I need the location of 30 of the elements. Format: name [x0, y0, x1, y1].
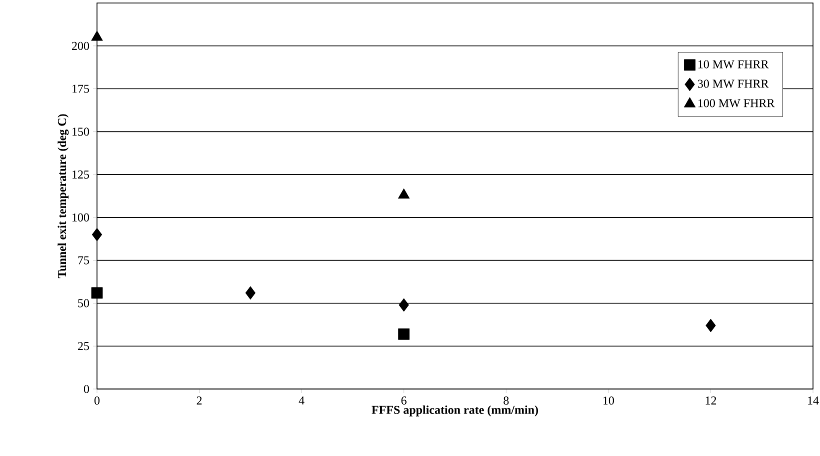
x-tick-label: 4 [298, 396, 304, 404]
x-tick-label: 0 [94, 396, 100, 405]
x-tick-label: 12 [706, 396, 716, 404]
y-tick-label: 175 [72, 84, 90, 93]
y-tick-label: 100 [72, 213, 90, 222]
legend-label: 30 MW FHRR [698, 80, 769, 88]
y-axis-title: Tunnel exit temperature (deg C) [58, 114, 69, 278]
legend-label: 100 MW FHRR [698, 99, 775, 108]
x-tick-label: 6 [401, 396, 406, 405]
y-tick-label: 75 [78, 256, 90, 264]
point [91, 30, 103, 41]
point [706, 318, 716, 332]
y-tick-label: 25 [78, 342, 90, 350]
point [398, 188, 410, 199]
point [92, 228, 102, 242]
point [91, 287, 103, 299]
legend-label: 10 MW FHRR [698, 60, 769, 68]
x-tick-label: 14 [808, 396, 819, 404]
point [245, 286, 256, 300]
x-tick-label: 8 [504, 396, 509, 405]
x-tick-label: 10 [603, 396, 614, 405]
point [398, 328, 410, 340]
y-tick-label: 200 [72, 42, 90, 50]
point [398, 298, 409, 312]
y-tick-label: 0 [84, 384, 90, 394]
y-tick-label: 150 [72, 128, 90, 136]
y-tick-label: 125 [72, 170, 90, 179]
x-tick-label: 2 [196, 396, 202, 404]
x-axis-title: FFFS application rate (mm/min) [372, 405, 538, 416]
y-tick-label: 50 [78, 299, 90, 308]
